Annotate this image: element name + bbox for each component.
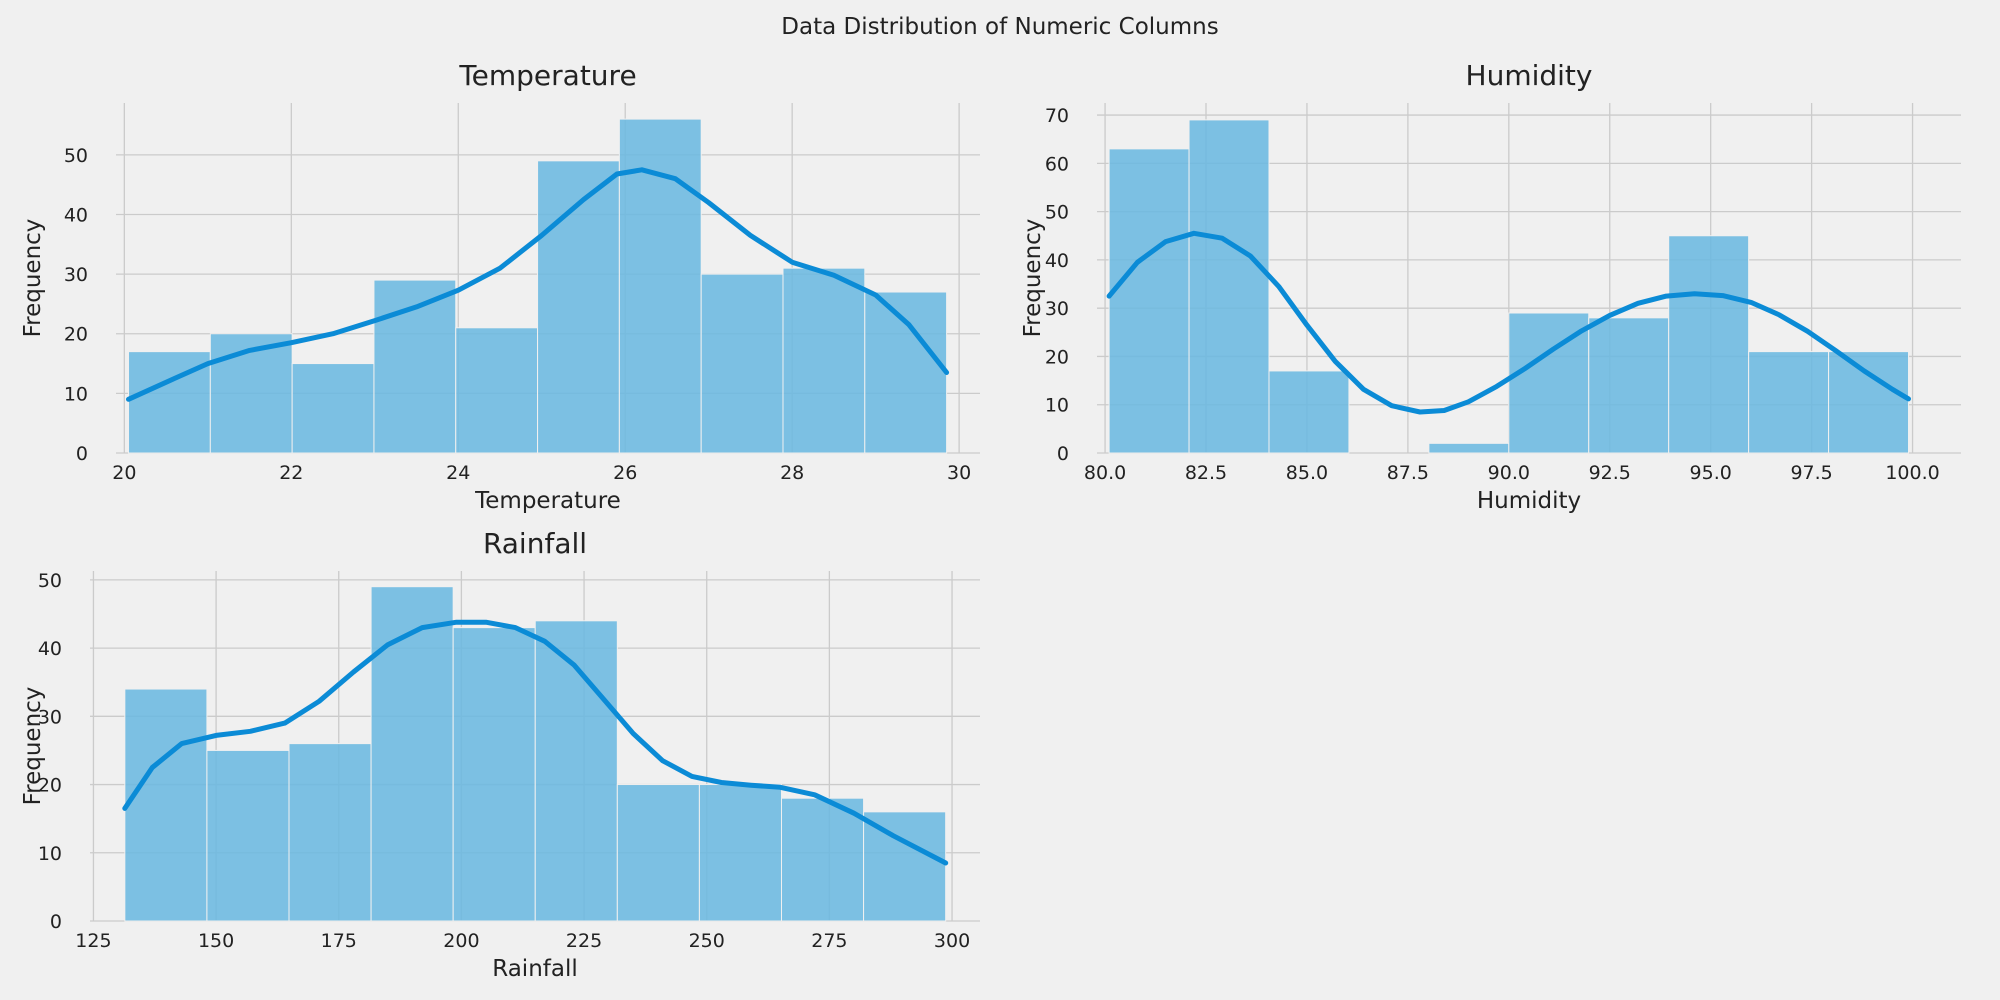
x-axis-label: Humidity bbox=[1477, 488, 1581, 514]
y-axis-label: Frequency bbox=[1020, 219, 1046, 338]
y-tick-label: 70 bbox=[1045, 105, 1069, 127]
y-tick-label: 30 bbox=[38, 706, 62, 728]
temperature-chart: Temperature 20 22 24 26 28 30 0 10 20 30 40 50 Temper… bbox=[20, 59, 980, 514]
temperature-title: Temperature bbox=[458, 59, 636, 92]
x-tick-label: 82.5 bbox=[1185, 462, 1227, 484]
histogram-bar bbox=[863, 811, 947, 922]
humidity-title: Humidity bbox=[1466, 59, 1593, 92]
histogram-bar bbox=[1588, 317, 1670, 454]
y-tick-label: 30 bbox=[1045, 298, 1069, 320]
rainfall-title: Rainfall bbox=[483, 527, 587, 560]
y-tick-label: 0 bbox=[50, 911, 62, 933]
y-tick-label: 20 bbox=[1045, 346, 1069, 368]
x-tick-label: 200 bbox=[443, 930, 479, 952]
x-axis-label: Temperature bbox=[474, 488, 621, 514]
histogram-bar bbox=[1428, 442, 1510, 454]
y-axis-label: Frequency bbox=[20, 687, 46, 806]
y-tick-label: 20 bbox=[38, 775, 62, 797]
histogram-bar bbox=[452, 627, 536, 922]
x-axis-label: Rainfall bbox=[492, 956, 578, 982]
x-tick-label: 95.0 bbox=[1690, 462, 1732, 484]
y-tick-label: 60 bbox=[1045, 153, 1069, 175]
x-tick-label: 92.5 bbox=[1589, 462, 1631, 484]
x-tick-label: 22 bbox=[279, 462, 303, 484]
x-tick-label: 100.0 bbox=[1885, 462, 1939, 484]
histogram-bar bbox=[124, 688, 208, 922]
kde-line bbox=[1106, 230, 1911, 415]
y-tick-label: 20 bbox=[64, 324, 88, 346]
histogram-bar bbox=[1268, 370, 1350, 454]
humidity-chart: Humidity 80.0 82.5 85.0 87.5 90.0 92.5 95.0 97.5… bbox=[1020, 59, 1961, 514]
rainfall-chart: Rainfall 125 150 175 200 225 250 275 300 0 10 20 30 4… bbox=[20, 527, 980, 982]
y-tick-label: 0 bbox=[76, 443, 88, 465]
x-tick-label: 24 bbox=[446, 462, 470, 484]
y-tick-label: 10 bbox=[1045, 395, 1069, 417]
histogram-bar bbox=[864, 291, 948, 454]
x-tick-label: 275 bbox=[811, 930, 847, 952]
histogram-bar bbox=[1668, 235, 1750, 454]
histogram-bar bbox=[455, 327, 539, 454]
x-tick-label: 85.0 bbox=[1286, 462, 1328, 484]
figure-title: Data Distribution of Numeric Columns bbox=[781, 14, 1219, 40]
x-tick-label: 26 bbox=[613, 462, 637, 484]
y-tick-label: 50 bbox=[64, 145, 88, 167]
x-tick-label: 300 bbox=[934, 930, 970, 952]
histogram-bar bbox=[700, 273, 784, 454]
y-tick-label: 50 bbox=[38, 570, 62, 592]
x-tick-label: 125 bbox=[75, 930, 111, 952]
histogram-bar bbox=[780, 797, 865, 922]
histogram-bar bbox=[206, 749, 290, 922]
y-tick-label: 50 bbox=[1045, 202, 1069, 224]
kde-line bbox=[126, 167, 950, 402]
kde-line bbox=[122, 619, 949, 866]
x-tick-label: 90.0 bbox=[1488, 462, 1530, 484]
x-tick-label: 30 bbox=[947, 462, 971, 484]
x-tick-label: 150 bbox=[198, 930, 234, 952]
histogram-bar bbox=[209, 333, 293, 454]
histogram-bar bbox=[1108, 148, 1190, 454]
histogram-bar bbox=[1828, 351, 1910, 454]
y-tick-label: 40 bbox=[38, 638, 62, 660]
histogram-bar bbox=[370, 586, 454, 922]
histogram-bar bbox=[537, 160, 620, 454]
x-tick-label: 97.5 bbox=[1790, 462, 1832, 484]
y-tick-label: 10 bbox=[64, 383, 88, 405]
x-tick-label: 250 bbox=[689, 930, 725, 952]
x-tick-label: 87.5 bbox=[1387, 462, 1429, 484]
y-tick-label: 10 bbox=[38, 843, 62, 865]
y-tick-label: 40 bbox=[64, 204, 88, 226]
histogram-bar bbox=[1188, 119, 1270, 454]
histogram-bar bbox=[291, 363, 375, 454]
x-tick-label: 20 bbox=[112, 462, 136, 484]
histogram-bar bbox=[782, 267, 866, 454]
y-tick-label: 40 bbox=[1045, 250, 1069, 272]
x-tick-label: 28 bbox=[780, 462, 804, 484]
y-axis-label: Frequency bbox=[20, 219, 46, 338]
x-tick-label: 175 bbox=[321, 930, 357, 952]
histogram-bar bbox=[698, 784, 782, 922]
histogram-bar bbox=[1748, 351, 1830, 454]
x-tick-label: 225 bbox=[566, 930, 602, 952]
y-tick-label: 0 bbox=[1057, 443, 1069, 465]
x-tick-label: 80.0 bbox=[1084, 462, 1126, 484]
y-tick-label: 30 bbox=[64, 264, 88, 286]
histogram-bar bbox=[288, 743, 372, 922]
histogram-bar bbox=[616, 784, 700, 922]
